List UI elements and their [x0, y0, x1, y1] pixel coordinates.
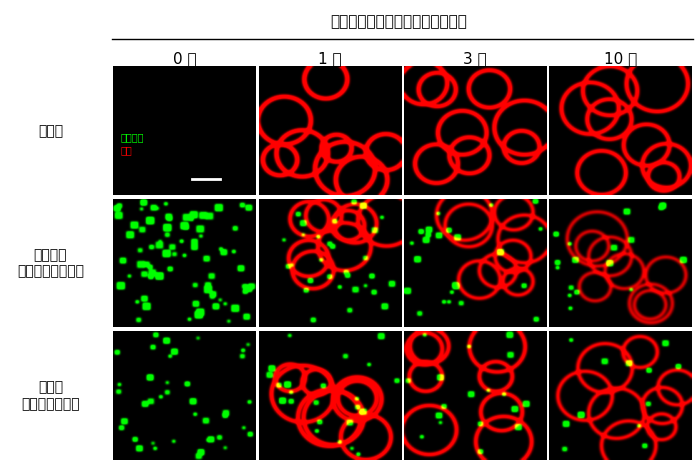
Text: 0 分: 0 分 [173, 51, 197, 66]
Text: 血流: 血流 [120, 145, 132, 155]
Text: 季節性
インフルエンザ: 季節性 インフルエンザ [21, 381, 80, 411]
Text: 非感染: 非感染 [38, 124, 63, 138]
Text: 高病原性
鳥インフルエンザ: 高病原性 鳥インフルエンザ [17, 248, 84, 279]
Text: 1 分: 1 分 [318, 51, 342, 66]
Text: 蛍光デキストランの投与後の時間: 蛍光デキストランの投与後の時間 [330, 14, 468, 29]
Text: 10 分: 10 分 [603, 51, 637, 66]
Text: 感染細胞: 感染細胞 [120, 132, 144, 142]
Text: 3 分: 3 分 [463, 51, 487, 66]
